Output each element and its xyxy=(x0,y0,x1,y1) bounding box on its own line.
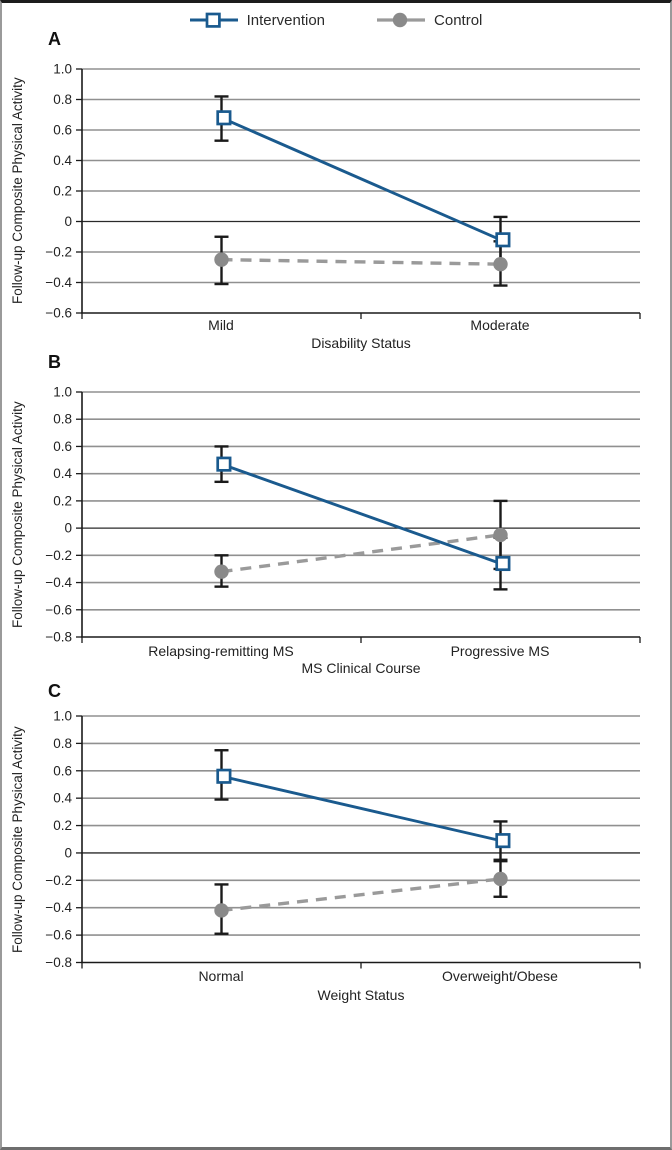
x-axis-title: Weight Status xyxy=(317,987,405,1003)
panel-label: C xyxy=(48,681,61,701)
control-line-marker-icon xyxy=(377,12,426,28)
intervention-square-marker xyxy=(495,232,511,248)
chart-legend: Intervention Control xyxy=(2,11,670,29)
x-axis-title: MS Clinical Course xyxy=(301,660,421,676)
y-tick-label: −0.4 xyxy=(45,275,72,290)
panel-b: B Follow-up Composite Physical Activity … xyxy=(2,352,670,678)
x-axis-title: Disability Status xyxy=(311,335,411,351)
control-circle-marker xyxy=(493,527,508,543)
y-tick-label: 0.2 xyxy=(53,818,72,833)
chart-plot-c: 1.0 0.8 0.6 0.4 0.2 0 −0.2 −0.4 −0.6 −0.8 xyxy=(45,709,641,970)
y-tick-label: 0.2 xyxy=(53,493,72,508)
control-series-line xyxy=(221,533,501,574)
legend-label: Control xyxy=(434,11,483,29)
legend-item-control: Control xyxy=(377,11,482,29)
legend-item-intervention: Intervention xyxy=(189,11,326,29)
y-tick-label: 0 xyxy=(64,214,72,229)
y-tick-label: 1.0 xyxy=(53,709,72,724)
y-tick-label: −0.8 xyxy=(45,630,72,645)
y-tick-label: 0.6 xyxy=(53,123,72,138)
y-tick-label: −0.2 xyxy=(45,245,72,260)
control-circle-marker xyxy=(214,252,229,267)
y-tick-label: −0.6 xyxy=(45,306,72,321)
y-tick-label: −0.8 xyxy=(45,955,72,970)
x-category-label: Relapsing-remitting MS xyxy=(148,643,294,659)
y-tick-label: 0.2 xyxy=(53,184,72,199)
intervention-line-marker-icon xyxy=(189,12,238,28)
x-category-label: Overweight/Obese xyxy=(442,968,558,984)
intervention-square-marker xyxy=(495,833,511,849)
x-category-label: Mild xyxy=(208,317,234,333)
x-category-label: Normal xyxy=(198,968,244,984)
y-tick-label: 0.4 xyxy=(53,791,72,806)
intervention-series-line xyxy=(221,774,501,843)
control-circle-marker xyxy=(493,871,508,887)
y-tick-label: −0.2 xyxy=(45,548,72,563)
y-tick-label: 0 xyxy=(64,845,72,860)
y-tick-label: 1.0 xyxy=(53,62,72,77)
y-tick-label: −0.6 xyxy=(45,928,72,943)
y-tick-label: −0.4 xyxy=(45,900,72,915)
legend-circle-marker xyxy=(392,12,408,28)
y-tick-label: 0.8 xyxy=(53,92,72,107)
y-tick-label: 0.6 xyxy=(53,763,72,778)
intervention-series-line xyxy=(221,462,501,565)
y-tick-label: 0 xyxy=(64,521,72,536)
x-category-label: Moderate xyxy=(470,317,530,333)
y-tick-label: 0.4 xyxy=(53,466,72,481)
y-tick-label: 0.8 xyxy=(53,412,72,427)
control-series-line xyxy=(221,257,501,266)
x-category-label: Progressive MS xyxy=(450,643,550,659)
y-tick-label: 1.0 xyxy=(53,385,72,400)
legend-label: Intervention xyxy=(246,11,326,29)
panel-a: A Follow-up Composite Physical Activity … xyxy=(2,29,670,352)
control-circle-marker xyxy=(493,257,508,272)
intervention-square-marker xyxy=(216,456,232,472)
y-tick-label: 0.4 xyxy=(53,153,72,168)
control-series-line xyxy=(221,877,501,913)
intervention-square-marker xyxy=(495,555,511,572)
chart-plot-a: 1.0 0.8 0.6 0.4 0.2 0 −0.2 −0.4 −0.6 xyxy=(45,62,641,321)
intervention-square-marker xyxy=(216,768,232,784)
intervention-square-marker xyxy=(216,110,232,126)
panel-label: B xyxy=(48,352,61,372)
chart-plot-b: 1.0 0.8 0.6 0.4 0.2 0 −0.2 −0.4 −0.6 −0.8 xyxy=(45,385,641,645)
intervention-series-line xyxy=(220,116,502,242)
control-circle-marker xyxy=(214,564,229,579)
panel-label: A xyxy=(48,29,61,49)
y-tick-label: −0.6 xyxy=(45,602,72,617)
panel-c: C Follow-up Composite Physical Activity … xyxy=(2,681,670,1006)
y-tick-label: 0.6 xyxy=(53,439,72,454)
y-tick-label: −0.4 xyxy=(45,575,72,590)
legend-square-marker xyxy=(205,12,221,28)
y-tick-label: 0.8 xyxy=(53,736,72,751)
control-circle-marker xyxy=(214,903,229,918)
y-tick-label: −0.2 xyxy=(45,873,72,888)
